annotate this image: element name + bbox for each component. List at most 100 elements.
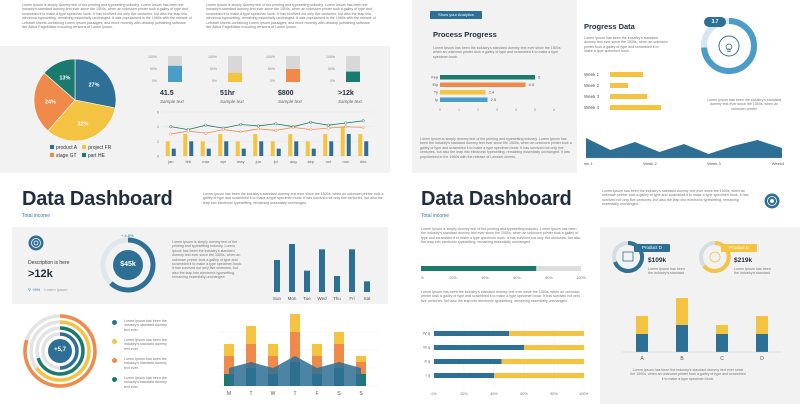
process-bar [440,90,486,95]
product-bar-yellow [756,316,768,334]
dashboard-subtitle: Total income [22,213,51,219]
axis-tick: 4 [515,108,517,112]
dashboard-subtitle-2: Total income [421,213,450,219]
line-point [274,128,278,132]
process-bottom-paragraph: Lorem Ipsum is simply dummy text of the … [420,137,572,159]
legend-project-fr: project FR [82,145,111,151]
process-bar [440,75,535,80]
combo-bar-yellow [270,141,275,156]
intro-paragraph-right: Lorem Ipsum is simply dummy text of the … [206,3,376,30]
kpi-label: Sample text [278,99,302,104]
kpi-axis-label: 0% [212,79,217,83]
stack-area [229,356,361,386]
combo-bar-yellow [200,141,205,156]
day-bar [274,260,280,292]
dashboard-side-text-2: Lorem Ipsum has been the industry's stan… [602,189,749,207]
progress-axis-label: 60% [513,276,521,280]
combo-bar-navy [224,141,229,156]
line-series-1 [170,120,364,131]
pie-slice-label: 27% [89,82,100,88]
pie-legend: product A project FR stage GT part HE [50,144,170,160]
q-axis-label: 20% [460,392,468,396]
month-label: oct [326,159,332,164]
process-bar-label: Iy [435,97,438,102]
y-tick-label: 6 [157,110,160,115]
axis-tick: 5 [534,108,536,112]
q-bar-yellow [509,331,584,336]
week-label: Week 1 [584,72,600,77]
top-panel [12,227,388,304]
ring-legend-text: Lorem Ipsum has been the industry's stan… [124,376,167,389]
stack-segment [246,344,256,368]
process-bar-label: Fey [431,75,438,80]
month-label: aug [290,159,297,164]
combo-bar-yellow [323,134,328,156]
income-paragraph: Lorem Ipsum is simply dummy text of the … [172,240,243,280]
q-bar-navy [434,373,494,378]
combo-bar-yellow [358,134,363,156]
area-fill [586,138,782,158]
week-label: Week 3 [584,94,600,99]
kpi-bar-fill [346,71,360,82]
month-label: apr [220,159,226,164]
legend-product-a: product A [50,145,77,151]
y-tick-label: 2 [157,139,160,144]
axis-tick: 3 [496,108,498,112]
line-point [169,125,173,129]
show-analytics-button[interactable]: Show your Analytics [430,11,482,19]
progress-axis-label: 40% [481,276,489,280]
q-axis-label: 60% [520,392,528,396]
day-bar [289,244,295,292]
y-tick-label: 4 [157,124,160,129]
ring-legend-dot [112,339,117,344]
slide-data-dashboard-2: Data Dashboard Total income Lorem Ipsum … [412,180,800,404]
pie-slice [74,58,117,109]
product-e-text: Lorem Ipsum has been the industry's stan… [734,267,771,276]
q-bar-navy [434,359,502,364]
kpi-axis-label: 0% [152,79,157,83]
product-bar-yellow [676,298,688,325]
stack-segment [224,356,234,374]
line-point [309,128,313,132]
weekly-bars: Week 1 Week 2 Week 3 Week 4 [584,72,661,110]
quarter-stacked-bars: 0% 20% 40% 60% 80% 100% IV q III q II q I q [423,325,588,396]
week-bar [610,83,628,88]
kpi-mini-bar: 100% 50% 0% [148,55,182,83]
pie-slice-label: 32% [77,121,88,127]
process-bar-label: Ty [434,90,438,95]
combo-bar-yellow [235,141,240,156]
pie-slice [47,99,116,142]
ring-arc [59,332,79,370]
product-bottom-text: Lorem Ipsum has been the industry's stan… [630,368,746,381]
kpi-bar-fill [228,72,242,82]
process-bar-value: 4.5 [529,82,535,87]
stack-segment [290,314,300,332]
product-x-label: A [640,356,644,362]
ring-legend-dot [112,358,117,363]
combo-chart: 6 4 2 0 jan feb mar apr may jun jul aug sep oct nov dec [157,110,372,164]
month-label: mar [202,159,210,164]
combo-bar-navy [276,148,281,156]
stack-x-label: S [359,391,363,397]
day-bar [304,270,310,292]
pin-icon: ⚲ [28,287,31,292]
q-axis-label: 80% [550,392,558,396]
q-bar-navy [434,331,509,336]
ring-legend-dot [112,377,117,382]
ring-arc [36,326,85,376]
line-point [169,132,173,136]
line-series-2 [170,126,364,135]
line-point [361,119,365,123]
pie-slice-label: 24% [45,100,56,106]
product-e-value: $219k [734,257,753,264]
combo-bar-yellow [253,134,258,156]
line-point [309,120,313,124]
daily-bar-chart: Sun Mon Tue Wed Thu Fri Sat [273,244,371,301]
stack-segment [246,326,256,344]
process-bar-label: Ely [432,82,438,87]
kpi-bar-fill [168,65,182,82]
week-label: Week 2 [584,83,600,88]
combo-bar-navy [364,141,369,156]
stack-x-label: M [227,391,231,397]
